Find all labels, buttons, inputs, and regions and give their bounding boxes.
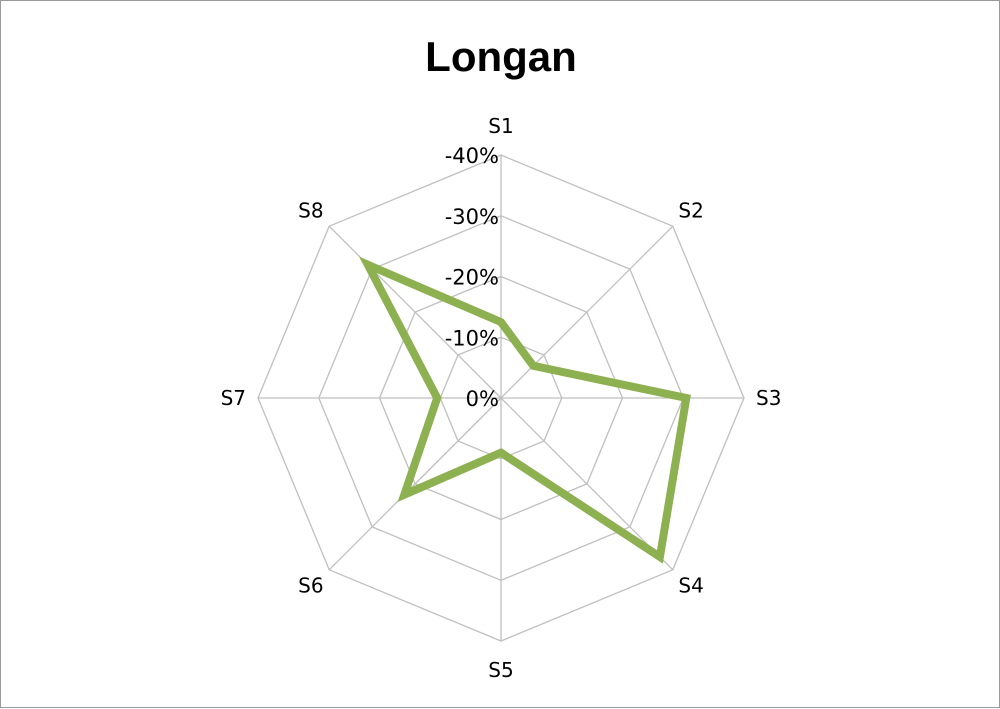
- series-line: [359, 256, 691, 564]
- radial-tick-label: -20%: [445, 266, 499, 290]
- category-label: S4: [678, 573, 703, 597]
- grid: [257, 154, 745, 642]
- category-label: S5: [488, 658, 513, 682]
- axis-spoke: [500, 225, 674, 399]
- category-label: S7: [221, 386, 246, 410]
- category-label: S3: [756, 386, 781, 410]
- chart-title: Longan: [425, 33, 577, 80]
- category-label: S8: [298, 199, 323, 223]
- axis-spoke: [500, 397, 674, 571]
- axis-spoke: [328, 397, 502, 571]
- radial-tick-label: -10%: [445, 326, 499, 350]
- category-label: S6: [298, 573, 323, 597]
- radial-tick-labels: 0% -10% -20% -30% -40%: [445, 144, 499, 411]
- category-label: S1: [488, 114, 513, 138]
- axis-spoke: [328, 225, 502, 399]
- radial-tick-label: -30%: [445, 205, 499, 229]
- radial-tick-label: 0%: [466, 387, 499, 411]
- category-labels: S1 S2 S3 S4 S5 S6 S7 S8: [221, 114, 782, 682]
- radial-tick-label: -40%: [445, 144, 499, 168]
- category-label: S2: [678, 199, 703, 223]
- series-layer: [359, 256, 691, 564]
